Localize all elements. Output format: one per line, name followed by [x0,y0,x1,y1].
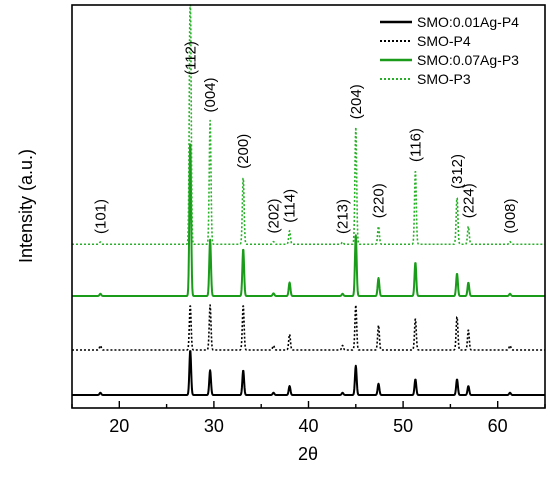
series-line [71,304,546,351]
peak-label: (224) [460,183,477,218]
peak-label: (008) [502,198,519,233]
x-tick-label: 60 [488,416,508,436]
legend-label: SMO-P3 [417,71,471,87]
peak-label: (004) [202,77,219,112]
peak-label: (101) [92,199,109,234]
series-layer [71,4,546,396]
legend: SMO:0.01Ag-P4 SMO-P4 SMO:0.07Ag-P3 SMO-P3 [380,14,519,87]
legend-label: SMO:0.01Ag-P4 [417,14,519,30]
series-line [71,4,546,246]
legend-label: SMO-P4 [417,33,471,49]
peak-label: (204) [348,84,365,119]
peak-label: (200) [235,134,252,169]
series-line [71,143,546,297]
peak-label: (114) [282,189,299,223]
y-axis-title: Intensity (a.u.) [16,149,36,263]
peak-label-layer: (101) (112)(004) (200) (202) (114) (213) (204)… [92,41,519,234]
legend-label: SMO:0.07Ag-P3 [417,52,519,68]
x-tick-label: 40 [298,416,318,436]
peak-label: (213) [335,199,352,234]
peak-label: (112) [182,41,199,75]
x-tick-layer: 20 30 40 50 60 [71,401,546,436]
x-tick-label: 50 [393,416,413,436]
peak-label: (220) [371,183,388,218]
series-line [71,350,546,396]
peak-label: (116) [407,128,424,162]
peak-label: (202) [266,198,283,233]
x-tick-label: 30 [204,416,224,436]
x-tick-label: 20 [109,416,129,436]
peak-label: (312) [449,154,466,189]
x-axis-title: 2θ [298,444,318,464]
